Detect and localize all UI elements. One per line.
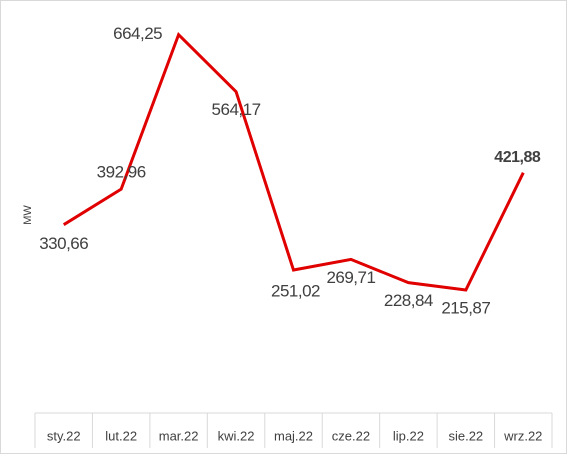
x-tick-label: sty.22 bbox=[47, 428, 81, 443]
data-label: 392,96 bbox=[97, 163, 146, 182]
x-tick-label: lip.22 bbox=[393, 428, 424, 443]
data-label: 269,71 bbox=[326, 268, 375, 287]
y-axis-label: MW bbox=[22, 205, 34, 225]
data-label: 251,02 bbox=[271, 282, 320, 301]
data-label: 664,25 bbox=[113, 24, 162, 43]
x-tick-label: wrz.22 bbox=[503, 428, 542, 443]
x-tick-label: sie.22 bbox=[448, 428, 483, 443]
data-label: 215,87 bbox=[441, 299, 490, 318]
x-tick-label: mar.22 bbox=[159, 428, 199, 443]
data-label: 228,84 bbox=[384, 291, 433, 310]
x-tick-label: kwi.22 bbox=[218, 428, 255, 443]
data-label: 564,17 bbox=[212, 100, 261, 119]
x-tick-label: maj.22 bbox=[274, 428, 313, 443]
x-tick-label: lut.22 bbox=[105, 428, 137, 443]
data-label: 421,88 bbox=[494, 149, 541, 166]
line bbox=[62, 31, 525, 292]
x-tick-label: cze.22 bbox=[332, 428, 370, 443]
data-label: 330,66 bbox=[39, 234, 88, 253]
